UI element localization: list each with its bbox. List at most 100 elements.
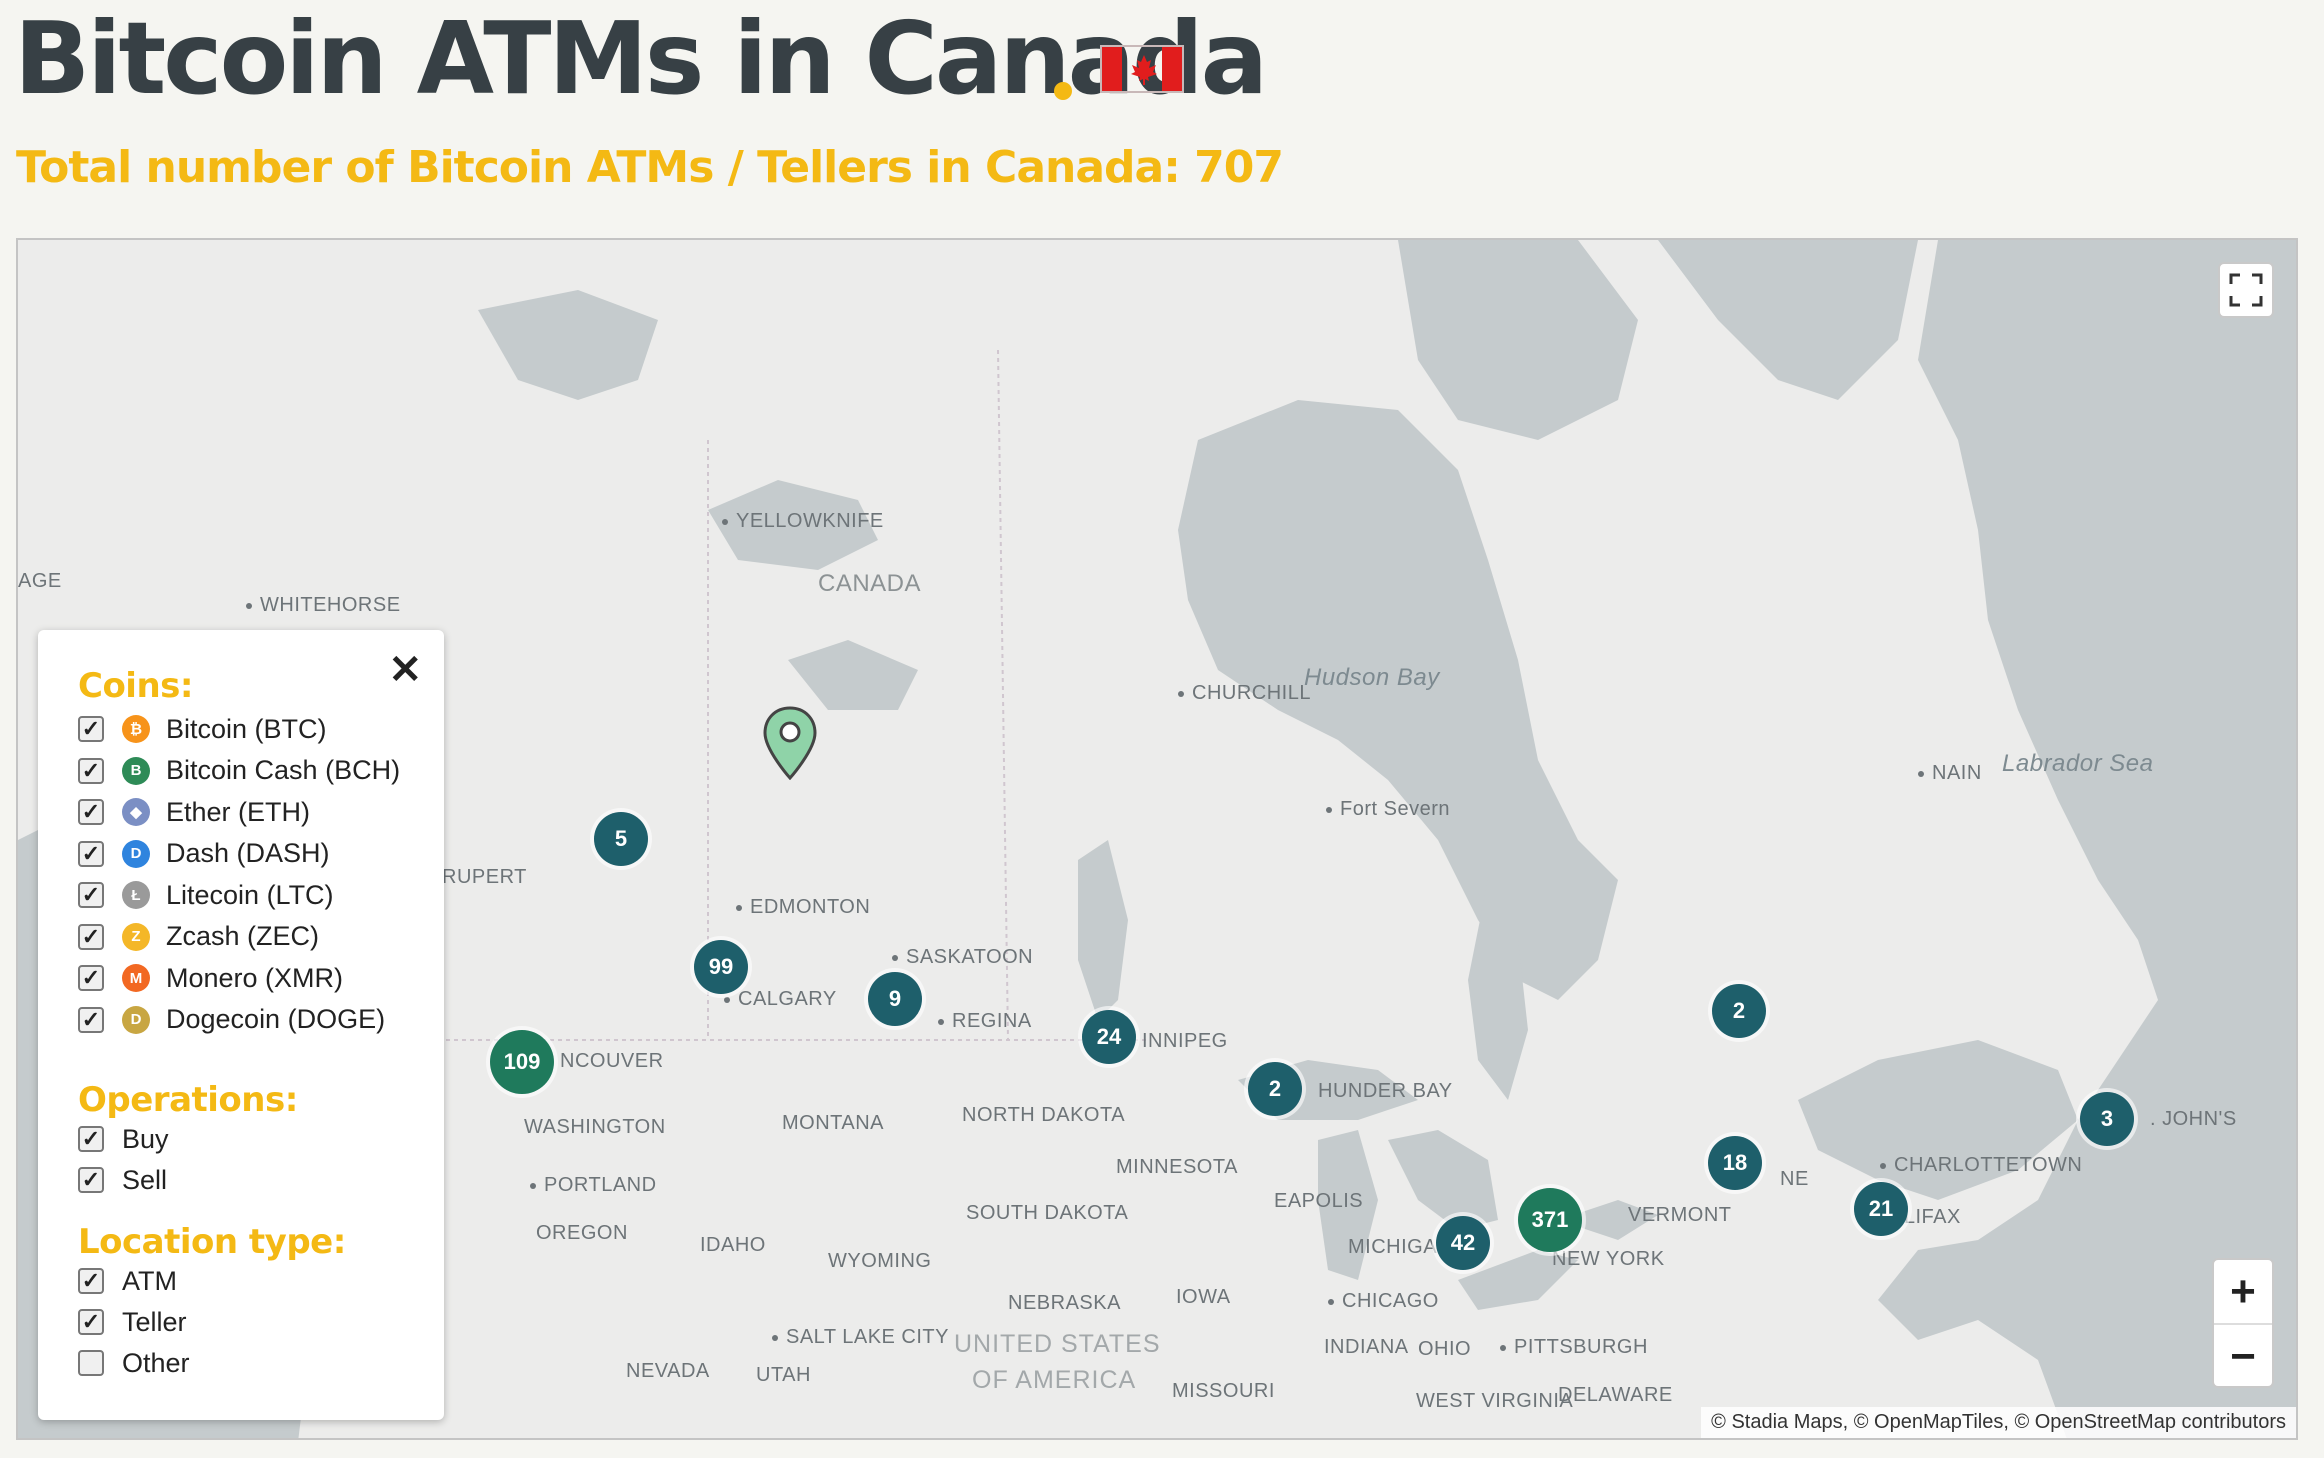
atm-cluster[interactable]: 5 (594, 812, 648, 866)
filter-option-label: Dash (DASH) (166, 838, 330, 868)
map-label: WEST VIRGINIA (1416, 1390, 1574, 1412)
filter-panel: ✕ Coins: Operations: Location type: ✓ ₿ Bi… (38, 630, 444, 1420)
checkbox-checked[interactable]: ✓ (78, 1167, 104, 1193)
filter-option-label: Monero (XMR) (166, 962, 344, 993)
map-label: INNIPEG (1142, 1030, 1228, 1052)
atm-cluster[interactable]: 99 (694, 940, 748, 994)
atm-cluster[interactable]: 371 (1518, 1188, 1582, 1252)
atm-cluster[interactable]: 2 (1248, 1062, 1302, 1116)
map-label: CALGARY (724, 988, 837, 1011)
atm-cluster[interactable]: 21 (1854, 1182, 1908, 1236)
zoom-out-button[interactable]: − (2214, 1323, 2272, 1388)
atm-cluster[interactable]: 42 (1436, 1216, 1490, 1270)
map-label: NEW YORK (1552, 1248, 1665, 1270)
filter-option[interactable]: ✓ M Monero (XMR) (78, 961, 343, 995)
filter-option[interactable]: ✓ Buy (78, 1122, 169, 1156)
map-label: SASKATOON (892, 946, 1033, 969)
filter-option[interactable]: Other (78, 1346, 190, 1380)
map-label: CANADA (818, 570, 922, 597)
filter-option[interactable]: ✓ ◆ Ether (ETH) (78, 795, 310, 829)
filter-option[interactable]: ✓ ATM (78, 1264, 177, 1298)
filter-option[interactable]: ✓ Ł Litecoin (LTC) (78, 878, 334, 912)
filter-option[interactable]: ✓ ₿ Bitcoin (BTC) (78, 712, 327, 746)
map-label: Hudson Bay (1304, 664, 1440, 691)
filter-option[interactable]: ✓ D Dogecoin (DOGE) (78, 1003, 385, 1037)
atm-cluster[interactable]: 3 (2080, 1092, 2134, 1146)
filter-option[interactable]: ✓ D Dash (DASH) (78, 837, 330, 871)
map-label: UNITED STATES (954, 1330, 1161, 1358)
map-label: Fort Severn (1326, 798, 1450, 821)
filter-option[interactable]: ✓ B Bitcoin Cash (BCH) (78, 754, 400, 788)
filter-option-label: Litecoin (LTC) (166, 879, 334, 910)
map-label: NEVADA (626, 1360, 710, 1382)
map-label: VERMONT (1628, 1204, 1732, 1226)
map-label: DELAWARE (1558, 1384, 1673, 1406)
atm-cluster[interactable]: 109 (490, 1030, 554, 1094)
map-label: YELLOWKNIFE (722, 510, 884, 533)
checkbox-checked[interactable]: ✓ (78, 799, 104, 825)
checkbox-checked[interactable]: ✓ (78, 840, 104, 867)
map-label: PORTLAND (530, 1174, 657, 1197)
filter-option-label: Bitcoin (BTC) (166, 713, 327, 744)
coin-icon: B (122, 756, 150, 785)
page-title: Bitcoin ATMs in Canada (14, 0, 1268, 117)
atm-cluster[interactable]: 9 (868, 972, 922, 1026)
checkbox-checked[interactable]: ✓ (78, 1268, 104, 1294)
map-label: EDMONTON (736, 896, 870, 919)
coin-icon: ₿ (122, 715, 150, 743)
coin-icon: Ł (122, 881, 150, 909)
filter-option-label: Ether (ETH) (166, 796, 311, 827)
canada-flag-icon (1100, 45, 1184, 93)
location-pin-icon[interactable] (762, 706, 818, 780)
close-panel-button[interactable]: ✕ (388, 648, 422, 692)
map-label: NORTH DAKOTA (962, 1104, 1126, 1126)
filter-option-label: Dogecoin (DOGE) (166, 1004, 386, 1034)
map-label: SOUTH DAKOTA (966, 1202, 1129, 1224)
map-label: IOWA (1176, 1286, 1231, 1308)
checkbox-unchecked[interactable] (78, 1350, 104, 1376)
map-label: SALT LAKE CITY (772, 1326, 949, 1349)
map-label: OHIO (1418, 1338, 1472, 1360)
location-section-title: Location type: (78, 1222, 346, 1262)
checkbox-checked[interactable]: ✓ (78, 1006, 104, 1033)
map-label: WHITEHORSE (246, 594, 401, 617)
map-attribution: © Stadia Maps, © OpenMapTiles, © OpenStr… (1701, 1407, 2296, 1438)
coin-icon: M (122, 964, 150, 992)
map-label: NE (1780, 1168, 1809, 1190)
filter-option[interactable]: ✓ Sell (78, 1163, 167, 1197)
checkbox-checked[interactable]: ✓ (78, 716, 104, 742)
title-accent-dot (1054, 82, 1072, 100)
checkbox-checked[interactable]: ✓ (78, 923, 104, 950)
map-label: EAPOLIS (1274, 1190, 1364, 1212)
atm-map[interactable]: YELLOWKNIFE CANADA AGE WHITEHORSE CHURCH… (16, 238, 2298, 1440)
map-label: NEBRASKA (1008, 1292, 1121, 1314)
map-label: CHURCHILL (1178, 682, 1311, 705)
filter-option-label: Other (122, 1347, 190, 1378)
filter-option[interactable]: ✓ Z Zcash (ZEC) (78, 920, 319, 954)
atm-cluster[interactable]: 2 (1712, 984, 1766, 1038)
atm-cluster[interactable]: 18 (1708, 1136, 1762, 1190)
filter-option-label: Buy (122, 1123, 169, 1154)
checkbox-checked[interactable]: ✓ (78, 757, 104, 784)
zoom-in-button[interactable]: + (2230, 1266, 2256, 1316)
fullscreen-button[interactable] (2218, 262, 2274, 318)
fullscreen-icon (2229, 273, 2263, 307)
checkbox-checked[interactable]: ✓ (78, 1309, 104, 1335)
checkbox-checked[interactable]: ✓ (78, 882, 104, 908)
coin-icon: ◆ (122, 798, 150, 826)
map-label: WASHINGTON (524, 1116, 666, 1138)
map-label: OREGON (536, 1222, 628, 1244)
atm-cluster[interactable]: 24 (1082, 1010, 1136, 1064)
map-label: NCOUVER (560, 1050, 664, 1072)
checkbox-checked[interactable]: ✓ (78, 1126, 104, 1152)
filter-option-label: Sell (122, 1164, 168, 1195)
map-label: IDAHO (700, 1234, 766, 1256)
map-label: NAIN (1918, 762, 1982, 785)
map-label: CHARLOTTETOWN (1880, 1154, 2082, 1177)
operations-section-title: Operations: (78, 1080, 298, 1120)
coin-icon: Z (122, 922, 150, 951)
map-label: . JOHN'S (2150, 1108, 2237, 1130)
coins-section-title: Coins: (78, 666, 194, 706)
checkbox-checked[interactable]: ✓ (78, 965, 104, 991)
filter-option[interactable]: ✓ Teller (78, 1305, 187, 1339)
